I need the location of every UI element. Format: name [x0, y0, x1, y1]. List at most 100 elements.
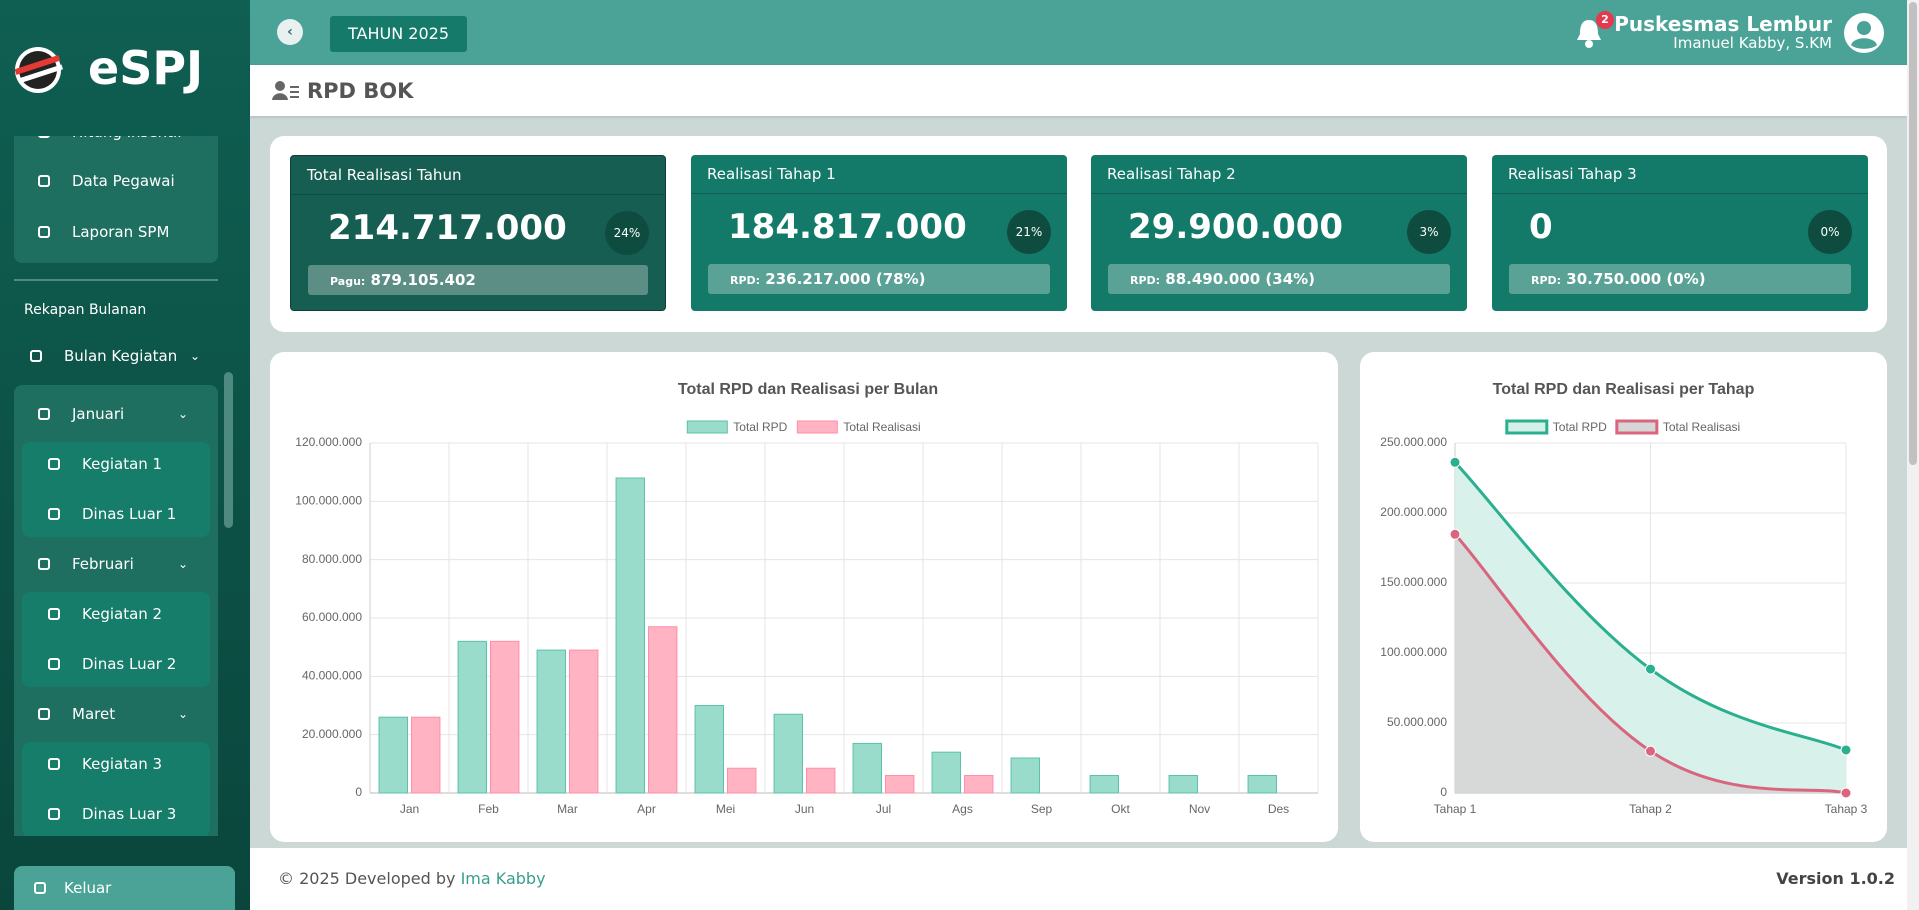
brand: eSPJ — [88, 41, 204, 95]
menu-icon — [48, 508, 60, 520]
chart-panel: Total RPD dan Realisasi per Tahap Total R… — [1360, 352, 1887, 842]
bar — [569, 649, 599, 794]
menu-item[interactable]: Bulan Kegiatan — [64, 347, 178, 365]
x-tick-label: Mar — [557, 802, 578, 816]
x-tick-label: Jun — [795, 802, 814, 816]
menu-group — [14, 136, 218, 263]
card-note: RPD: 30.750.000 (0%) — [1509, 264, 1851, 294]
x-tick-label: Sep — [1031, 802, 1053, 816]
bar — [378, 716, 408, 794]
author-link[interactable]: Ima Kabby — [460, 869, 546, 888]
line-chart: Total RPD dan Realisasi per Tahap Total R… — [1380, 381, 1868, 816]
notification-badge: 2 — [1596, 11, 1614, 29]
menu-item[interactable]: Laporan SPM — [72, 223, 170, 241]
sidebar-scrollbar — [224, 372, 233, 528]
menu-item[interactable]: Dinas Luar 1 — [82, 505, 177, 523]
legend-label: Total Realisasi — [843, 420, 920, 434]
bar — [885, 775, 915, 794]
section-label: Rekapan Bulanan — [24, 302, 147, 318]
x-tick-label: Apr — [637, 802, 656, 816]
card-value: 29.900.000 — [1128, 207, 1344, 247]
chevron: ⌄ — [178, 707, 189, 721]
menu-item[interactable]: Januari — [72, 405, 125, 423]
avatar[interactable] — [1844, 13, 1884, 53]
menu-item[interactable]: Februari — [72, 555, 134, 573]
menu-item[interactable]: Kegiatan 3 — [82, 755, 163, 773]
card-title: Realisasi Tahap 3 — [1508, 165, 1637, 183]
x-tick-label: Tahap 3 — [1825, 802, 1868, 816]
menu-item[interactable]: Kegiatan 1 — [82, 455, 163, 473]
version: Version 1.0.2 — [1776, 869, 1895, 888]
chart-panel: Total RPD dan Realisasi per Bulan Total R… — [270, 352, 1338, 842]
menu-icon — [48, 808, 60, 820]
bell-icon[interactable] — [1574, 16, 1608, 52]
menu-icon — [38, 175, 50, 187]
menu-icon — [30, 350, 42, 362]
card-header — [1492, 155, 1868, 194]
point — [1840, 744, 1852, 756]
menu-item[interactable]: Dinas Luar 2 — [82, 655, 177, 673]
card-note: Pagu: 879.105.402 — [308, 265, 648, 295]
y-tick-label: 120.000.000 — [295, 435, 362, 449]
legend-swatch — [1615, 419, 1659, 435]
year-button[interactable]: TAHUN 2025 — [330, 16, 467, 52]
page-title: RPD BOK — [307, 79, 414, 103]
bar — [727, 767, 757, 794]
x-tick-label: Jul — [876, 802, 891, 816]
y-tick-label: 100.000.000 — [1380, 645, 1447, 659]
menu-item[interactable]: Kegiatan 2 — [82, 605, 163, 623]
legend-swatch — [796, 420, 838, 434]
x-tick-label: Jan — [400, 802, 419, 816]
point — [1840, 787, 1852, 799]
chart-title: Total RPD dan Realisasi per Bulan — [678, 381, 938, 398]
user-name: Imanuel Kabby, S.KM — [1673, 34, 1832, 52]
submenu — [22, 742, 210, 836]
bar — [1247, 775, 1277, 794]
card-value: 184.817.000 — [728, 207, 967, 247]
y-tick-label: 80.000.000 — [302, 552, 362, 566]
note-value: 88.490.000 (34%) — [1165, 270, 1316, 288]
bar — [931, 751, 961, 794]
legend-swatch — [686, 420, 728, 434]
menu-icon — [38, 708, 50, 720]
menu-item[interactable]: Maret — [72, 705, 116, 723]
y-tick-label: 40.000.000 — [302, 669, 362, 683]
bar — [615, 477, 645, 794]
point — [1449, 528, 1461, 540]
card-title: Realisasi Tahap 2 — [1107, 165, 1236, 183]
bar — [536, 649, 566, 794]
card-percent: 3% — [1407, 210, 1451, 254]
chevron: ⌄ — [178, 407, 189, 421]
submenu — [22, 442, 210, 537]
note-value: 30.750.000 (0%) — [1566, 270, 1706, 288]
bar — [648, 626, 678, 794]
logout-icon — [34, 882, 46, 894]
point — [1449, 456, 1461, 468]
bar — [694, 705, 724, 794]
card-header — [691, 155, 1067, 194]
submenu — [22, 592, 210, 687]
bar — [964, 775, 994, 794]
bar — [852, 742, 882, 794]
legend-label: Total Realisasi — [1663, 420, 1740, 434]
menu-item[interactable]: Data Pegawai — [72, 172, 175, 190]
y-tick-label: 100.000.000 — [295, 494, 362, 508]
note-label: Pagu: — [330, 275, 366, 288]
bar — [1010, 757, 1040, 794]
copyright-text: © 2025 Developed by — [278, 869, 456, 888]
menu-item[interactable]: Dinas Luar 3 — [82, 805, 177, 823]
point — [1645, 745, 1656, 757]
divider — [14, 279, 218, 281]
x-tick-label: Ags — [952, 802, 973, 816]
bar — [490, 640, 520, 794]
card-note: RPD: 88.490.000 (34%) — [1108, 264, 1450, 294]
card-header — [1091, 155, 1467, 194]
logout-button[interactable]: Keluar — [14, 866, 235, 910]
back-button[interactable]: ‹ — [277, 19, 303, 45]
point — [1645, 663, 1656, 675]
menu-item[interactable]: Hitung Insentif — [72, 136, 182, 142]
menu-icon — [38, 226, 50, 238]
note-label: RPD: — [1130, 274, 1161, 287]
card-value: 214.717.000 — [328, 208, 567, 248]
x-tick-label: Des — [1268, 802, 1289, 816]
